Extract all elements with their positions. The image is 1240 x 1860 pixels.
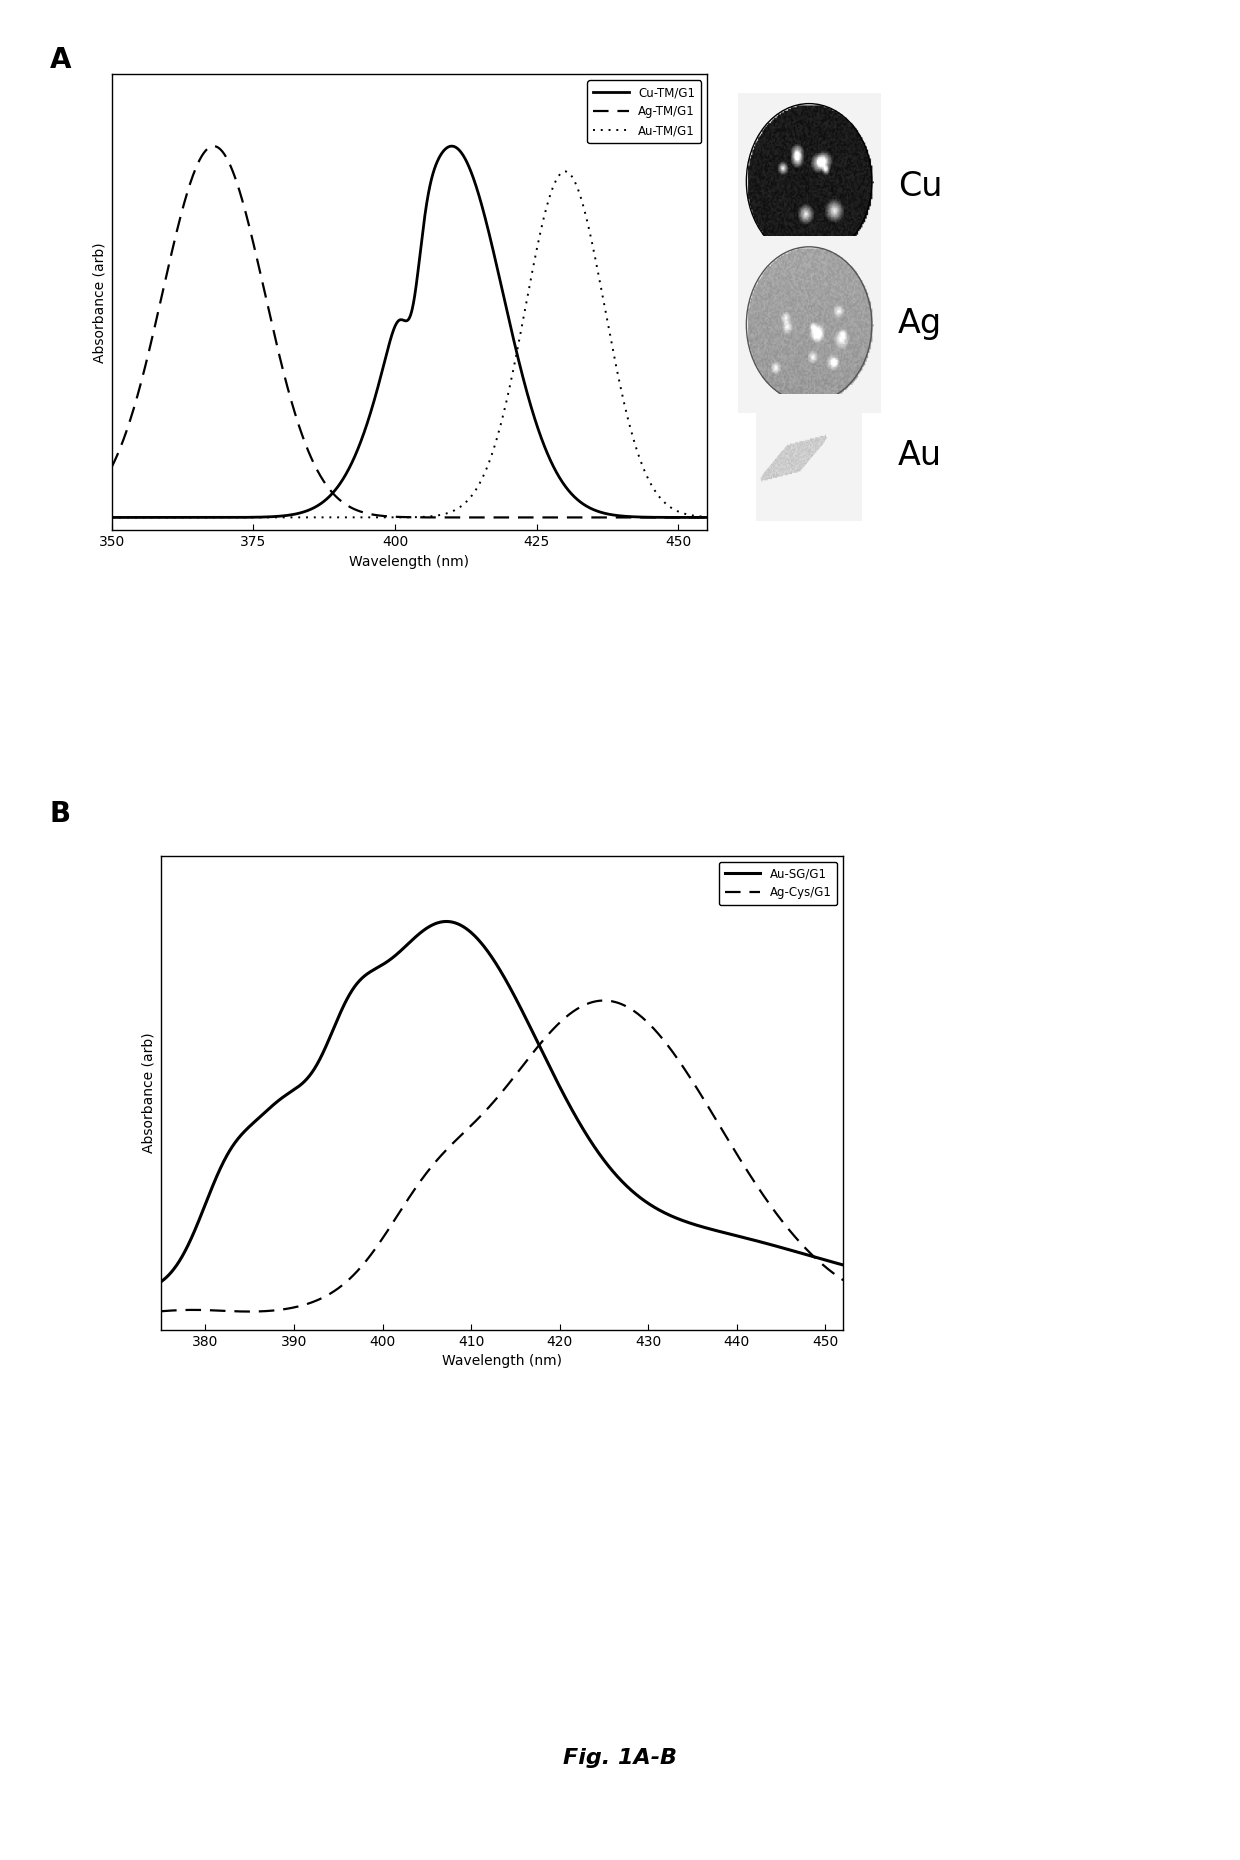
Line: Ag-TM/G1: Ag-TM/G1 xyxy=(112,147,707,517)
Au-TM/G1 xyxy=(699,506,714,528)
X-axis label: Wavelength (nm): Wavelength (nm) xyxy=(350,554,469,569)
Cu-TM/G1 xyxy=(444,136,459,158)
Ag-TM/G1 xyxy=(699,506,714,528)
Au-TM/G1 xyxy=(558,160,573,182)
Au-SG/G1 xyxy=(145,1276,160,1298)
Au-SG/G1 xyxy=(844,1256,859,1278)
X-axis label: Wavelength (nm): Wavelength (nm) xyxy=(443,1354,562,1369)
Ag-Cys/G1 xyxy=(596,990,611,1012)
Legend: Au-SG/G1, Ag-Cys/G1: Au-SG/G1, Ag-Cys/G1 xyxy=(719,861,837,906)
Ag-TM/G1 xyxy=(394,506,409,528)
Line: Au-TM/G1: Au-TM/G1 xyxy=(112,171,707,517)
Legend: Cu-TM/G1, Ag-TM/G1, Au-TM/G1: Cu-TM/G1, Ag-TM/G1, Au-TM/G1 xyxy=(588,80,701,143)
Line: Au-SG/G1: Au-SG/G1 xyxy=(153,921,852,1287)
Au-TM/G1 xyxy=(393,506,408,528)
Line: Cu-TM/G1: Cu-TM/G1 xyxy=(112,147,707,517)
Ag-TM/G1 xyxy=(104,456,119,478)
Au-TM/G1 xyxy=(378,506,393,528)
Ag-Cys/G1 xyxy=(844,1274,859,1296)
Cu-TM/G1 xyxy=(682,506,697,528)
Ag-Cys/G1 xyxy=(825,1261,839,1283)
Au-SG/G1 xyxy=(486,949,501,971)
Y-axis label: Absorbance (arb): Absorbance (arb) xyxy=(92,242,107,363)
Text: A: A xyxy=(50,46,71,74)
Ag-TM/G1 xyxy=(682,506,697,528)
Text: Fig. 1A-B: Fig. 1A-B xyxy=(563,1748,677,1767)
Au-TM/G1 xyxy=(134,506,149,528)
Au-SG/G1 xyxy=(439,910,454,932)
Cu-TM/G1 xyxy=(134,506,149,528)
Au-TM/G1 xyxy=(104,506,119,528)
Text: Ag: Ag xyxy=(898,307,942,340)
Ag-TM/G1 xyxy=(378,506,393,528)
Cu-TM/G1 xyxy=(104,506,119,528)
Ag-Cys/G1 xyxy=(466,1112,481,1135)
Cu-TM/G1 xyxy=(378,348,393,370)
Cu-TM/G1 xyxy=(393,309,408,331)
Au-TM/G1 xyxy=(573,186,588,208)
Text: B: B xyxy=(50,800,71,828)
Cu-TM/G1 xyxy=(682,506,697,528)
Cu-TM/G1 xyxy=(699,506,714,528)
Au-SG/G1 xyxy=(181,1233,196,1256)
Au-SG/G1 xyxy=(467,924,482,947)
Au-SG/G1 xyxy=(825,1250,839,1272)
Ag-TM/G1 xyxy=(134,368,149,391)
Ag-Cys/G1 xyxy=(181,1298,196,1321)
Au-SG/G1 xyxy=(825,1250,839,1272)
Ag-TM/G1 xyxy=(573,506,588,528)
Line: Ag-Cys/G1: Ag-Cys/G1 xyxy=(153,1001,852,1311)
Ag-Cys/G1 xyxy=(696,1088,711,1110)
Text: Au: Au xyxy=(898,439,941,472)
Au-TM/G1 xyxy=(682,504,697,526)
Ag-Cys/G1 xyxy=(145,1300,160,1322)
Y-axis label: Absorbance (arb): Absorbance (arb) xyxy=(141,1032,156,1153)
Au-TM/G1 xyxy=(682,504,697,526)
Cu-TM/G1 xyxy=(573,491,588,513)
Ag-Cys/G1 xyxy=(485,1092,500,1114)
Ag-TM/G1 xyxy=(682,506,697,528)
Au-SG/G1 xyxy=(696,1216,711,1239)
Ag-Cys/G1 xyxy=(825,1261,839,1283)
Ag-TM/G1 xyxy=(206,136,221,158)
Text: Cu: Cu xyxy=(898,169,942,203)
